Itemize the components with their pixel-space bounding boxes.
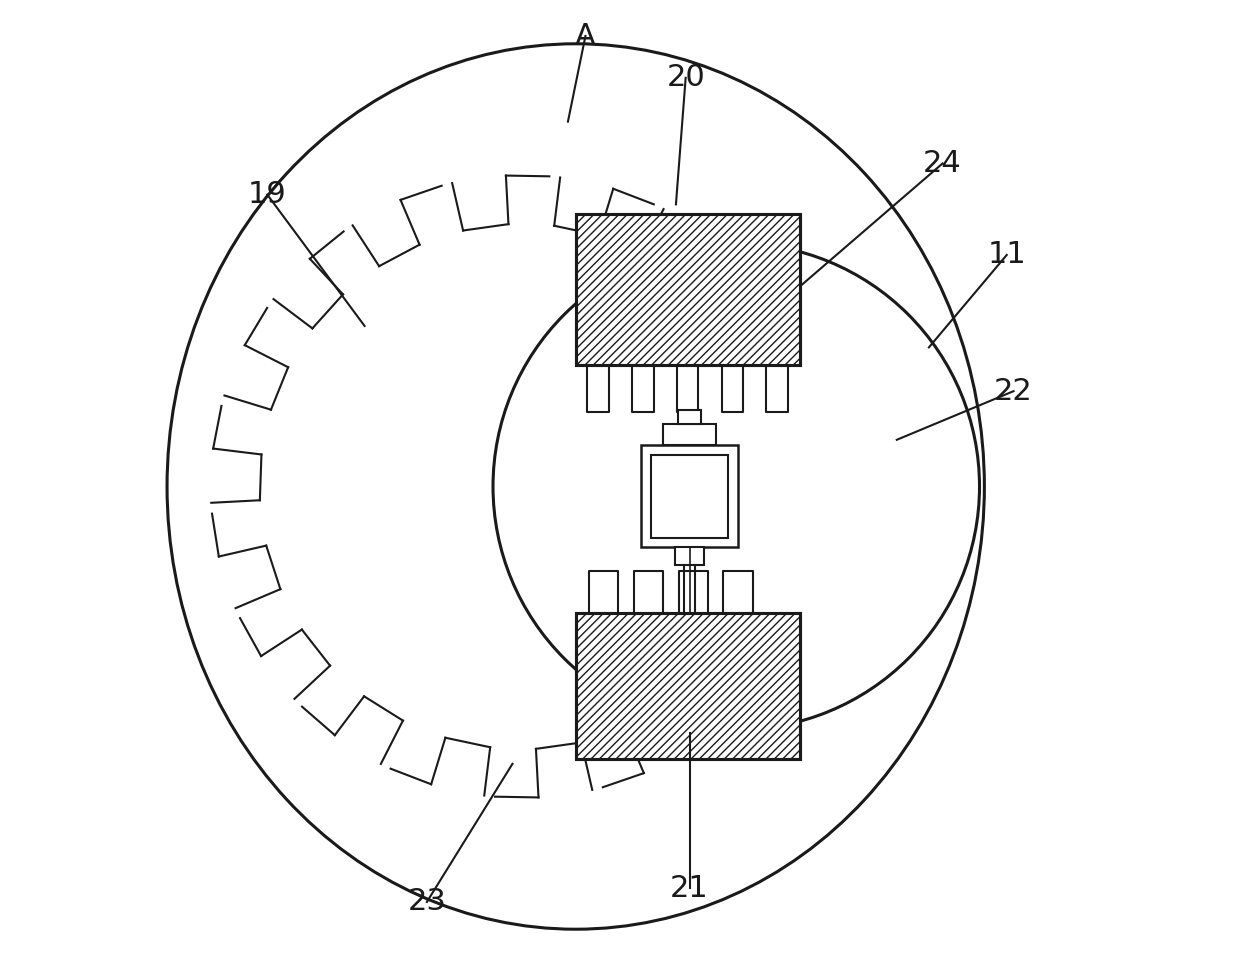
Bar <box>675 547 704 564</box>
Text: 22: 22 <box>994 377 1033 406</box>
Text: 11: 11 <box>987 240 1026 270</box>
Bar <box>576 613 799 759</box>
Text: 19: 19 <box>248 180 286 209</box>
Text: A: A <box>575 21 596 51</box>
Bar <box>678 411 701 424</box>
Text: 20: 20 <box>667 63 705 92</box>
Text: 24: 24 <box>923 149 961 178</box>
Bar <box>576 214 799 365</box>
Bar <box>576 214 799 365</box>
Bar <box>663 424 716 446</box>
Ellipse shape <box>167 44 984 929</box>
Bar <box>650 455 729 537</box>
Text: 23: 23 <box>408 887 446 917</box>
Circle shape <box>493 243 980 730</box>
Bar <box>641 446 738 547</box>
Bar <box>576 613 799 759</box>
Text: 21: 21 <box>670 874 709 903</box>
